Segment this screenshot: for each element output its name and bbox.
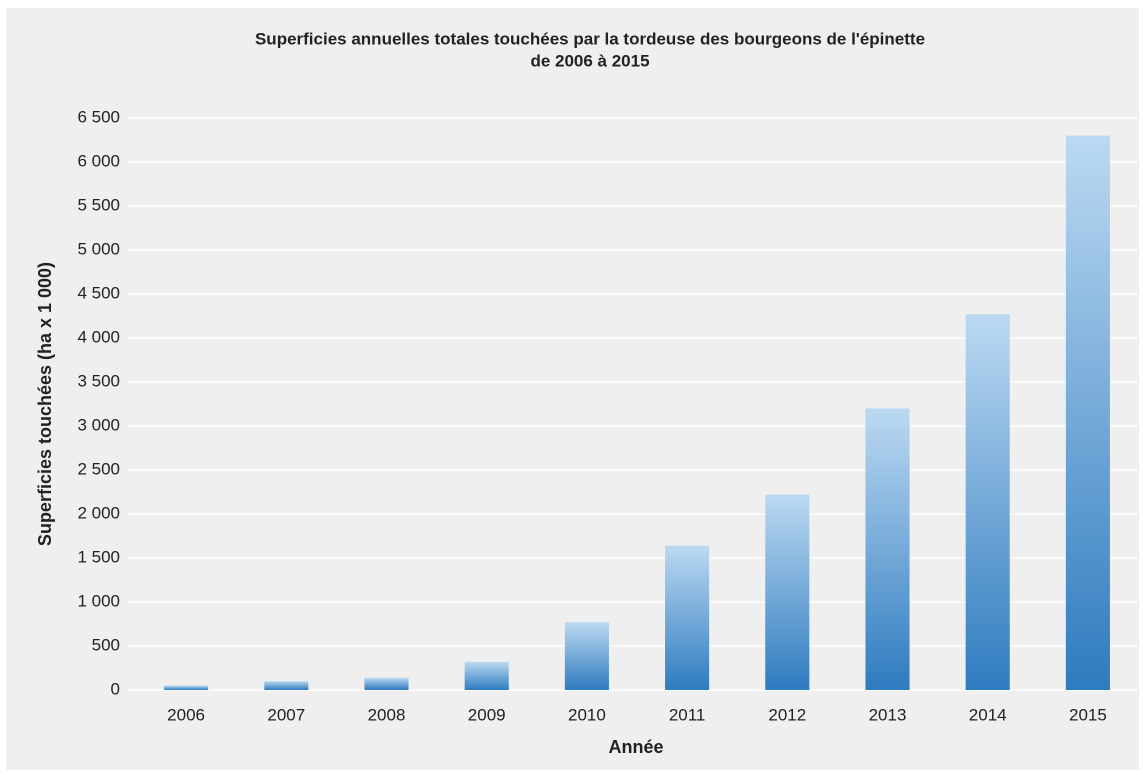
bar	[1065, 135, 1110, 691]
bar	[264, 681, 309, 690]
y-tick-label: 6 500	[77, 107, 120, 126]
y-tick-label: 5 500	[77, 195, 120, 214]
y-tick-label: 2 500	[77, 459, 120, 478]
bar	[464, 661, 509, 690]
y-tick-label: 500	[92, 635, 120, 654]
bar	[364, 677, 409, 690]
y-tick-label: 4 000	[77, 327, 120, 346]
chart-title: de 2006 à 2015	[530, 51, 649, 70]
y-tick-label: 5 000	[77, 239, 120, 258]
x-tick-label: 2008	[368, 705, 406, 724]
y-tick-label: 1 500	[77, 547, 120, 566]
y-axis-label: Superficies touchées (ha x 1 000)	[35, 262, 55, 546]
bar	[564, 622, 609, 690]
chart-title: Superficies annuelles totales touchées p…	[255, 29, 925, 48]
y-tick-label: 0	[111, 679, 120, 698]
x-tick-label: 2009	[468, 705, 506, 724]
x-tick-label: 2010	[568, 705, 606, 724]
x-tick-label: 2011	[669, 705, 706, 724]
x-tick-label: 2015	[1069, 705, 1107, 724]
bar	[965, 314, 1010, 690]
bar	[164, 685, 209, 690]
bar	[765, 494, 810, 690]
x-tick-label: 2007	[267, 705, 305, 724]
x-tick-label: 2006	[167, 705, 205, 724]
y-tick-label: 4 500	[77, 283, 120, 302]
x-axis-label: Année	[608, 737, 663, 757]
y-tick-label: 3 000	[77, 415, 120, 434]
y-tick-label: 1 000	[77, 591, 120, 610]
y-tick-label: 3 500	[77, 371, 120, 390]
y-tick-label: 2 000	[77, 503, 120, 522]
x-tick-label: 2012	[768, 705, 806, 724]
x-tick-label: 2013	[869, 705, 907, 724]
bar	[665, 545, 710, 690]
bar	[865, 408, 910, 690]
x-tick-label: 2014	[969, 705, 1007, 724]
y-tick-label: 6 000	[77, 151, 120, 170]
